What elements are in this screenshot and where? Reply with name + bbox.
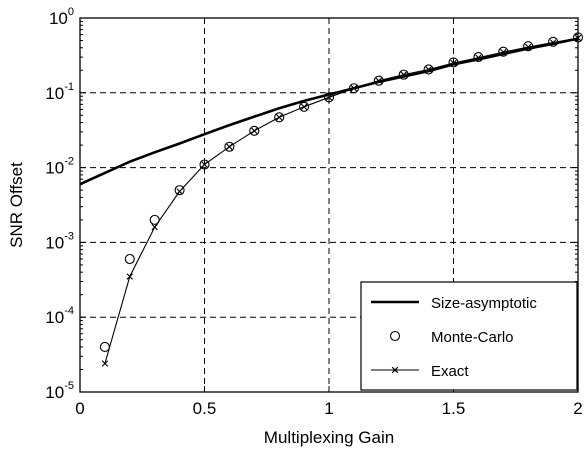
- y-tick-exponent: -5: [64, 380, 74, 392]
- exact-point: [226, 143, 233, 150]
- monte-carlo-point: [174, 185, 185, 196]
- legend-swatch-exact-marker: [391, 366, 399, 374]
- series-layer: [80, 32, 584, 367]
- y-tick-base: 10: [45, 233, 64, 252]
- exact-point: [101, 360, 109, 367]
- legend-items: Size-asymptotic Monte-Carlo Exact: [371, 295, 537, 380]
- legend: Size-asymptotic Monte-Carlo Exact: [360, 281, 578, 391]
- y-tick-label: 10-1: [45, 81, 74, 103]
- monte-carlo-point: [323, 92, 335, 103]
- y-tick-base: 10: [49, 9, 68, 28]
- y-tick-exponent: -4: [64, 305, 74, 317]
- x-tick-label: 0: [75, 399, 84, 418]
- y-tick-label: 10-2: [45, 156, 74, 178]
- exact-point: [500, 48, 507, 56]
- y-tick-exponent: -1: [64, 81, 74, 93]
- monte-carlo-point: [199, 159, 210, 170]
- monte-carlo-point: [249, 125, 260, 136]
- y-tick-label: 10-4: [45, 305, 74, 327]
- y-axis-label: SNR Offset: [7, 162, 26, 248]
- legend-label: Size-asymptotic: [431, 295, 537, 312]
- monte-carlo-point: [348, 83, 359, 94]
- monte-carlo-point: [373, 75, 384, 86]
- x-tick-label: 1.5: [442, 399, 466, 418]
- exact-point: [300, 103, 308, 110]
- x-axis-label: Multiplexing Gain: [264, 428, 394, 447]
- x-tick-label: 1: [324, 399, 333, 418]
- exact-point: [400, 71, 407, 78]
- exact-point: [549, 39, 557, 46]
- x-tick-label: 2: [573, 399, 582, 418]
- monte-carlo-point: [99, 341, 110, 353]
- y-tick-label: 10-3: [45, 230, 74, 252]
- exact-point: [251, 127, 258, 135]
- series-line-size-asymptotic: [80, 37, 578, 186]
- monte-carlo-point: [274, 112, 285, 123]
- exact-point: [450, 59, 457, 67]
- exact-point: [375, 77, 382, 84]
- exact-point: [475, 54, 482, 61]
- exact-point: [176, 188, 183, 195]
- y-tick-exponent: -3: [64, 230, 74, 242]
- exact-point: [350, 85, 358, 92]
- series-line-exact: [104, 37, 578, 364]
- y-tick-base: 10: [45, 383, 64, 402]
- x-tick-label: 0.5: [193, 399, 217, 418]
- monte-carlo-point: [299, 101, 310, 112]
- exact-point: [425, 66, 432, 73]
- exact-point: [126, 273, 133, 280]
- y-tick-exponent: -2: [64, 156, 74, 168]
- monte-carlo-point: [398, 69, 409, 80]
- y-tick-label: 100: [49, 6, 74, 28]
- legend-label: Exact: [431, 363, 469, 380]
- exact-point: [201, 161, 208, 168]
- y-tick-exponent: 0: [68, 6, 74, 18]
- exact-point: [525, 43, 532, 51]
- exact-point: [151, 223, 158, 231]
- exact-point: [276, 114, 283, 121]
- legend-swatch-monte-carlo: [389, 330, 401, 342]
- monte-carlo-point: [124, 253, 135, 265]
- monte-carlo-point: [224, 141, 235, 152]
- exact-point: [325, 94, 333, 101]
- y-tick-base: 10: [45, 84, 64, 103]
- y-tick-base: 10: [45, 308, 64, 327]
- y-tick-label: 10-5: [45, 380, 74, 402]
- monte-carlo-point: [423, 64, 434, 75]
- y-tick-base: 10: [45, 159, 64, 178]
- legend-label: Monte-Carlo: [431, 329, 514, 346]
